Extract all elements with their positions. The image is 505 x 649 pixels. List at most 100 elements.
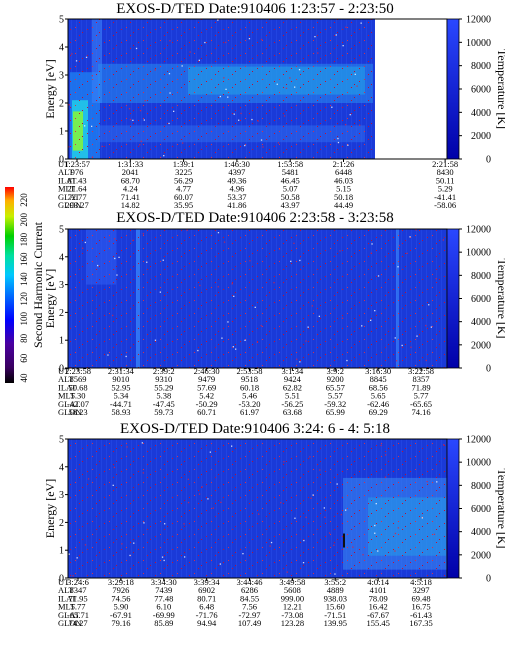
- orbit-value: 5481: [282, 167, 299, 177]
- spectrogram-speck: [305, 516, 307, 518]
- temperature-axis-label: Temperature [K]: [495, 258, 505, 338]
- orbit-value: 60.18: [240, 382, 259, 392]
- spectrogram-speck: [299, 259, 301, 262]
- spectrogram-speck: [187, 478, 189, 480]
- spectrogram-speck: [248, 38, 251, 40]
- orbit-value: 5.51: [285, 391, 300, 401]
- left-color-scale-tick: 220: [19, 193, 29, 207]
- spectrogram-speck: [380, 444, 382, 447]
- orbit-row-label: GLAT: [58, 192, 81, 202]
- orbit-value: 123.28: [281, 618, 304, 628]
- spectrogram-speck: [240, 112, 242, 115]
- orbit-value: 60.71: [197, 407, 216, 417]
- spectrogram-speck: [187, 501, 190, 504]
- temperature-tick-label: 6000: [471, 504, 491, 515]
- orbit-value: 6.10: [156, 602, 171, 612]
- spectrogram-speck: [354, 73, 356, 75]
- spectrogram-speck: [235, 348, 237, 350]
- spectrogram-speck: [161, 556, 164, 558]
- energy-tick-label: 3: [59, 280, 64, 291]
- orbit-value: 8430: [437, 167, 454, 177]
- spectrogram-speck: [344, 124, 347, 126]
- orbit-value: 58.23: [68, 407, 87, 417]
- orbit-value: 15.60: [326, 602, 345, 612]
- orbit-row-label: MLT: [58, 391, 76, 401]
- spectrogram-speck: [217, 232, 220, 234]
- spectrogram-speck: [377, 275, 380, 277]
- spectrogram-speck: [307, 326, 309, 328]
- spectrogram-speck: [199, 284, 201, 287]
- spectrogram-speck: [139, 144, 141, 146]
- orbit-value: 5.77: [71, 602, 86, 612]
- spectrogram-speck: [260, 38, 263, 41]
- spectrogram-speck: [286, 571, 288, 573]
- spectrogram-speck: [401, 344, 403, 347]
- spectrogram-noise: [68, 439, 447, 578]
- spectrogram-speck: [293, 242, 295, 244]
- orbit-value: 7.56: [242, 602, 257, 612]
- spectrogram-speck: [337, 137, 339, 140]
- orbit-value: -71.51: [324, 610, 346, 620]
- spectrogram-speck: [84, 544, 87, 546]
- spectrogram-speck: [410, 346, 412, 348]
- energy-axis-label: Energy [eV]: [43, 479, 57, 538]
- orbit-value: 7439: [155, 585, 172, 595]
- orbit-value: 5608: [284, 585, 301, 595]
- energy-axis-label: Energy [eV]: [43, 59, 57, 118]
- energy-tick-label: 4: [59, 252, 64, 263]
- spectrogram-speck: [162, 259, 164, 261]
- temperature-scale-bar: [446, 18, 460, 160]
- left-color-scale-tick: 80: [19, 333, 29, 343]
- spectrogram-speck: [323, 507, 325, 509]
- orbit-value: 85.89: [154, 618, 173, 628]
- spectrogram-noise: [68, 229, 447, 368]
- spectrogram-speck: [163, 155, 165, 157]
- temperature-tick-label: 12000: [466, 15, 491, 26]
- orbit-value: 9479: [198, 374, 215, 384]
- temperature-tick-label: 8000: [471, 481, 491, 492]
- spectrogram-speck: [154, 339, 157, 341]
- spectrogram-speck: [289, 77, 291, 79]
- orbit-value: 74.56: [111, 593, 130, 603]
- spectrogram-speck: [184, 556, 186, 558]
- temperature-tick-label: 12000: [466, 435, 491, 446]
- spectrogram-speck: [346, 359, 348, 362]
- spectrogram-speck: [362, 554, 364, 556]
- orbit-value: 5.42: [199, 391, 214, 401]
- orbit-value: 4397: [228, 167, 245, 177]
- spectrogram-speck: [219, 95, 221, 98]
- orbit-value: 46.45: [281, 175, 300, 185]
- temperature-tick-label: 4000: [471, 527, 491, 538]
- spectrogram-speck: [280, 502, 282, 504]
- spectrogram-speck: [140, 140, 142, 142]
- spectrogram-speck: [217, 286, 219, 288]
- orbit-value: 74.16: [411, 407, 430, 417]
- orbit-value: 41.86: [227, 200, 246, 210]
- spectrogram-speck: [443, 444, 445, 446]
- spectrogram-speck: [132, 119, 134, 121]
- left-color-scale-tick: 100: [19, 311, 29, 325]
- temperature-tick-label: 2000: [471, 340, 491, 351]
- spectrogram-speck: [394, 532, 397, 535]
- spectrogram-speck: [91, 125, 93, 127]
- spectrogram-speck: [135, 47, 138, 50]
- temperature-tick-label: 4000: [471, 317, 491, 328]
- spectrogram-speck: [317, 52, 319, 54]
- orbit-row-label: ILAT: [58, 382, 77, 392]
- temperature-axis-label: Temperature [K]: [495, 49, 505, 129]
- spectrogram-speck: [374, 532, 376, 534]
- orbit-value: 57.69: [197, 382, 216, 392]
- spectrogram-speck: [244, 144, 246, 147]
- orbit-value: 4889: [327, 585, 344, 595]
- spectrogram-speck: [425, 359, 427, 362]
- orbit-value: 63.68: [283, 407, 302, 417]
- spectrogram-speck: [207, 498, 209, 500]
- orbit-row-label: GLON: [58, 407, 82, 417]
- orbit-value: 43.97: [281, 200, 300, 210]
- spectrogram-speck: [314, 36, 316, 38]
- orbit-value: 1:39:1: [173, 159, 195, 169]
- spectrogram-speck: [143, 522, 145, 524]
- spectrogram-speck: [425, 324, 427, 327]
- orbit-value: 6.48: [199, 602, 214, 612]
